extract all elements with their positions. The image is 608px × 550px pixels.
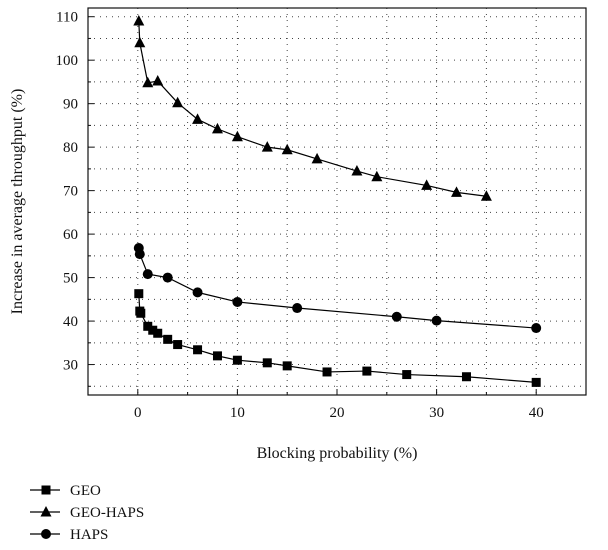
data-point-geo bbox=[212, 351, 222, 361]
data-point-geo-haps bbox=[152, 75, 164, 86]
data-point-geo bbox=[153, 328, 163, 338]
data-point-geo-haps bbox=[311, 152, 323, 164]
data-point-haps bbox=[192, 287, 203, 298]
x-tick-label: 0 bbox=[134, 405, 142, 421]
data-point-haps bbox=[142, 269, 153, 280]
data-point-geo bbox=[143, 321, 153, 331]
y-tick-label: 70 bbox=[63, 184, 78, 200]
legend-label-geo-haps: GEO-HAPS bbox=[70, 505, 144, 521]
data-point-geo bbox=[163, 334, 173, 344]
legend-marker-geo-haps bbox=[40, 506, 52, 517]
data-point-geo bbox=[402, 370, 412, 380]
series-group bbox=[133, 15, 542, 387]
data-point-haps bbox=[531, 323, 542, 334]
x-tick-label: 10 bbox=[230, 405, 245, 421]
y-tick-label: 90 bbox=[63, 97, 78, 113]
data-point-haps bbox=[232, 296, 243, 307]
series-line-haps bbox=[138, 247, 537, 329]
data-point-geo bbox=[232, 355, 242, 365]
data-point-geo-haps bbox=[142, 76, 154, 88]
legend-label-haps: HAPS bbox=[70, 527, 108, 543]
series-line-geo-haps bbox=[138, 21, 487, 197]
data-point-geo-haps bbox=[451, 186, 463, 197]
y-axis-title: Increase in average throughput (%) bbox=[9, 89, 26, 315]
data-point-geo-haps bbox=[421, 179, 433, 190]
legend-item-geo: GEO bbox=[30, 483, 101, 499]
x-tick-label: 40 bbox=[529, 405, 544, 421]
data-point-geo bbox=[461, 372, 471, 382]
x-tick-label: 20 bbox=[330, 405, 345, 421]
data-point-geo-haps bbox=[281, 143, 293, 155]
legend-item-geo-haps: GEO-HAPS bbox=[30, 505, 144, 521]
data-point-geo-haps bbox=[231, 130, 243, 142]
x-tick-label: 30 bbox=[429, 405, 444, 421]
data-point-geo bbox=[262, 358, 272, 368]
series-geo bbox=[134, 289, 541, 387]
legend-item-haps: HAPS bbox=[30, 527, 108, 543]
data-point-haps bbox=[292, 303, 303, 314]
series-geo-haps bbox=[133, 15, 492, 201]
data-point-geo bbox=[322, 367, 332, 377]
data-point-geo-haps bbox=[211, 122, 223, 134]
data-point-geo-haps bbox=[371, 170, 383, 182]
data-point-geo bbox=[173, 340, 183, 350]
legend: GEO GEO-HAPS HAPS bbox=[30, 483, 144, 543]
y-tick-label: 110 bbox=[56, 10, 78, 26]
data-point-geo-haps bbox=[172, 96, 184, 108]
data-point-geo-haps bbox=[192, 113, 204, 124]
data-point-haps bbox=[134, 249, 145, 260]
y-tick-label: 100 bbox=[56, 53, 79, 69]
data-point-geo bbox=[362, 366, 372, 376]
data-point-geo-haps bbox=[351, 165, 363, 176]
data-point-haps bbox=[162, 272, 173, 283]
data-point-geo-haps bbox=[261, 141, 273, 152]
series-haps bbox=[133, 243, 542, 334]
data-point-haps bbox=[431, 315, 442, 326]
data-point-geo bbox=[531, 377, 541, 387]
legend-marker-geo bbox=[41, 485, 51, 495]
data-point-geo bbox=[134, 289, 144, 299]
data-point-geo bbox=[148, 325, 158, 335]
data-point-geo bbox=[193, 345, 203, 355]
legend-marker-haps bbox=[41, 529, 51, 539]
axes: 0 10 20 30 40 30 40 50 60 70 80 90 100 110 bbox=[56, 7, 587, 421]
y-tick-label: 50 bbox=[63, 271, 78, 287]
data-point-geo-haps bbox=[133, 15, 145, 26]
data-point-geo-haps bbox=[134, 36, 146, 48]
data-point-geo bbox=[136, 308, 146, 318]
data-point-geo bbox=[282, 361, 292, 371]
y-tick-label: 40 bbox=[63, 314, 78, 330]
data-point-haps bbox=[391, 311, 402, 322]
y-tick-label: 30 bbox=[63, 358, 78, 374]
x-axis-title: Blocking probability (%) bbox=[257, 445, 418, 462]
y-tick-label: 60 bbox=[63, 227, 78, 243]
y-tick-label: 80 bbox=[63, 140, 78, 156]
legend-label-geo: GEO bbox=[70, 483, 101, 499]
data-point-geo-haps bbox=[480, 190, 492, 201]
